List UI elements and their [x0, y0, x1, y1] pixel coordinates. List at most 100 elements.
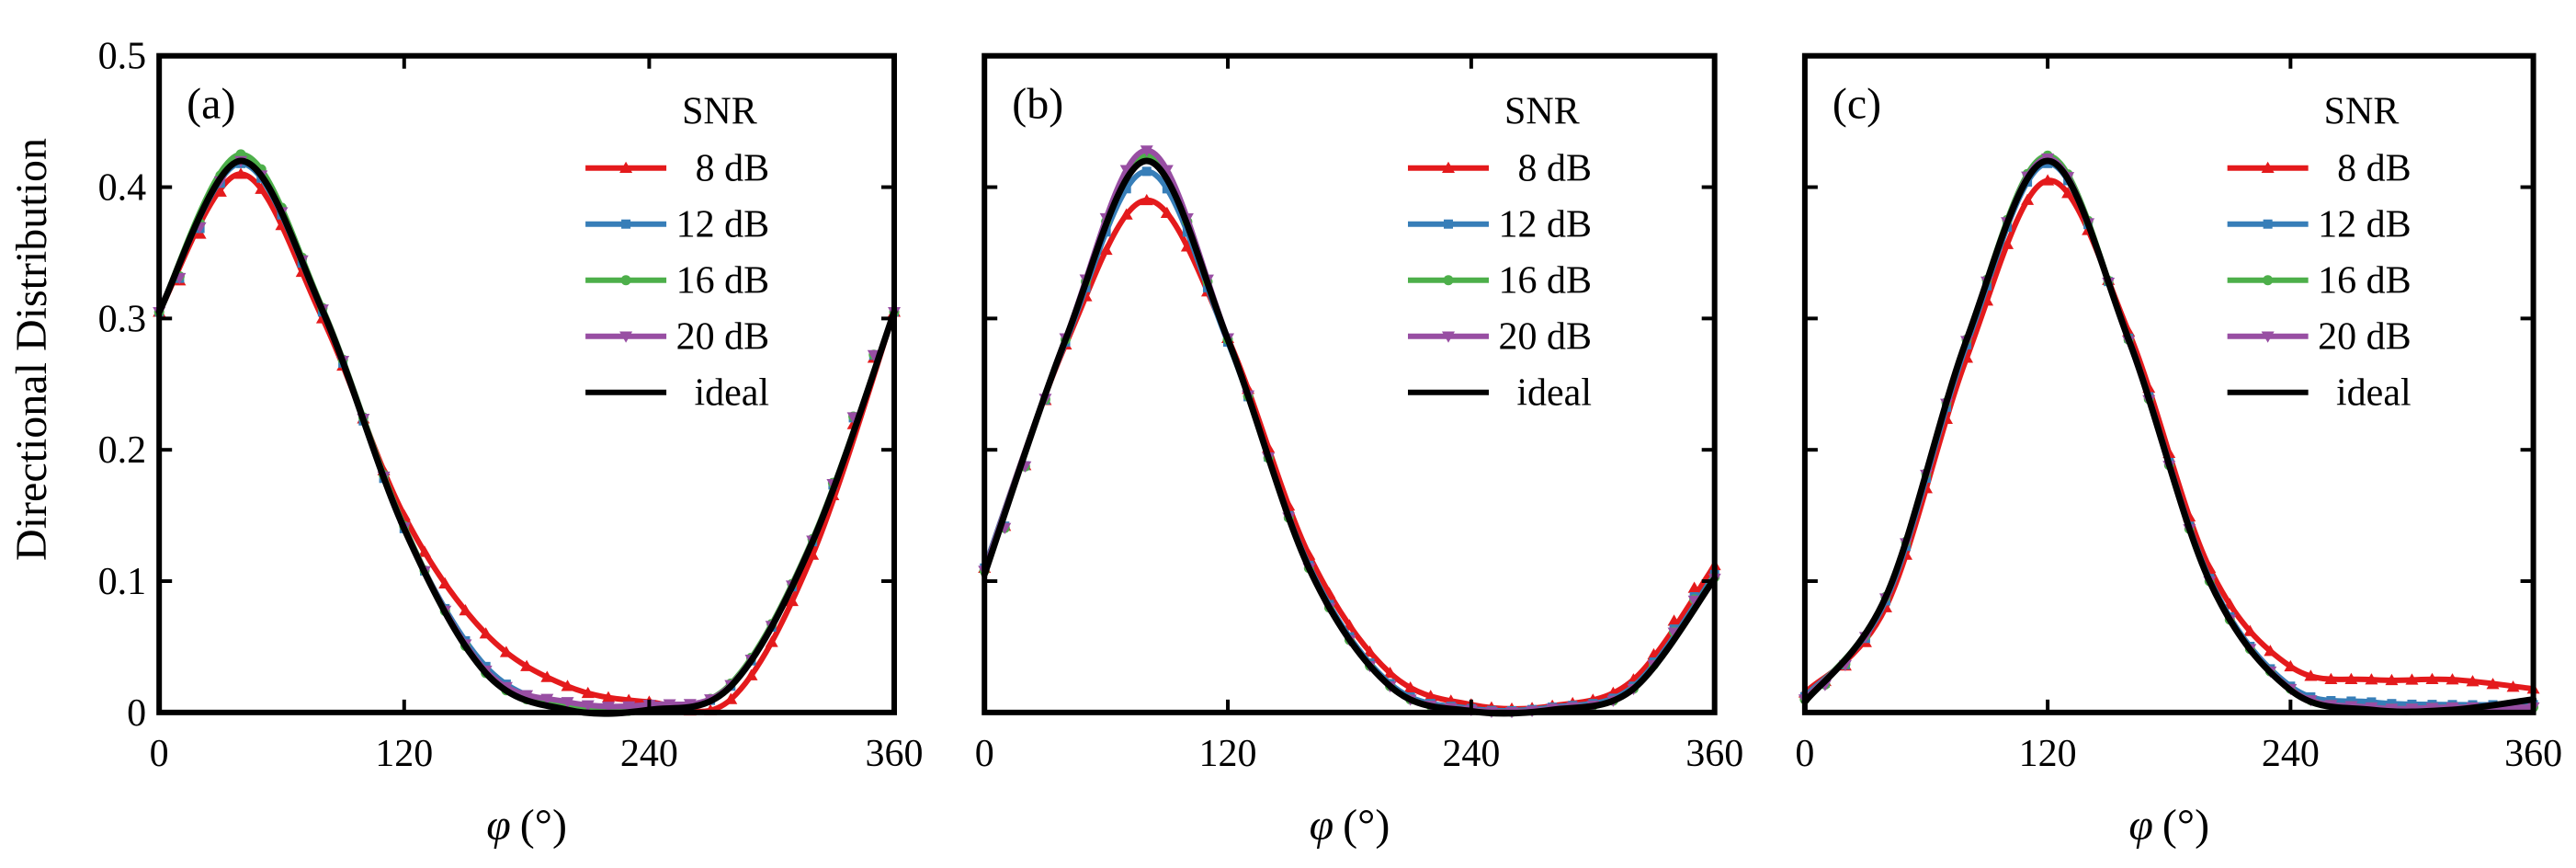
- data-point: [499, 645, 513, 657]
- data-point: [1119, 208, 1133, 220]
- x-tick-label: 0: [975, 733, 994, 775]
- x-tick-label: 360: [866, 733, 924, 775]
- data-point: [1363, 645, 1377, 657]
- y-tick-label: 0: [127, 692, 146, 735]
- legend-label: 8 dB: [696, 148, 770, 190]
- data-point: [1140, 145, 1153, 157]
- series-20-dB: [1798, 153, 2540, 715]
- legend-label: 8 dB: [2337, 148, 2411, 190]
- data-point: [2243, 624, 2257, 636]
- y-tick-label: 0.1: [98, 561, 147, 603]
- x-tick-label: 240: [2262, 733, 2320, 775]
- plot-frame: [1801, 52, 2536, 715]
- data-point: [520, 659, 534, 671]
- data-point: [744, 668, 758, 680]
- legend-title: SNR: [1504, 91, 1580, 133]
- legend-label: 8 dB: [1517, 148, 1592, 190]
- x-axis-unit: (°): [520, 801, 567, 850]
- data-point: [1160, 165, 1174, 177]
- x-axis-symbol: φ: [1310, 801, 1334, 850]
- data-point: [479, 627, 493, 639]
- data-point: [1140, 193, 1153, 206]
- legend-marker: [2261, 161, 2275, 173]
- data-point: [1667, 614, 1681, 626]
- data-point: [2304, 669, 2318, 681]
- series-line: [156, 171, 898, 714]
- data-point: [540, 693, 554, 705]
- series-line: [156, 157, 898, 710]
- data-point: [561, 697, 574, 709]
- data-point: [2405, 673, 2419, 685]
- legend-marker: [1442, 331, 1456, 343]
- data-point: [438, 577, 452, 588]
- legend-label: 12 dB: [676, 204, 770, 246]
- series-ideal: [981, 157, 1719, 717]
- panel-label: (b): [1012, 80, 1063, 129]
- data-point: [2366, 697, 2377, 707]
- legend-label: ideal: [2336, 372, 2411, 415]
- legend-label: 16 dB: [1498, 260, 1592, 303]
- legend-label: 20 dB: [676, 316, 770, 359]
- legend-marker: [2263, 219, 2273, 229]
- data-point: [601, 702, 615, 714]
- x-tick-label: 120: [1199, 733, 1257, 775]
- series-line: [1801, 155, 2536, 712]
- legend-marker: [1443, 275, 1454, 286]
- plot-frame: [982, 52, 1718, 715]
- legend-label: ideal: [694, 372, 769, 415]
- x-tick-label: 360: [1685, 733, 1743, 775]
- x-axis-symbol: φ: [2128, 801, 2153, 850]
- x-axis-symbol: φ: [486, 801, 511, 850]
- data-point: [2324, 672, 2338, 684]
- data-point: [1141, 166, 1152, 177]
- data-point: [234, 167, 248, 179]
- x-tick-label: 120: [2019, 733, 2077, 775]
- legend-label: 12 dB: [1498, 204, 1592, 246]
- data-point: [622, 701, 636, 714]
- data-point: [601, 691, 615, 702]
- legend: SNR 8 dB 12 dB 16 dB 20 dB ideal: [585, 91, 769, 415]
- data-point: [1099, 243, 1113, 256]
- legend-marker: [619, 331, 633, 343]
- legend: SNR 8 dB 12 dB 16 dB 20 dB ideal: [1408, 91, 1592, 415]
- legend-label: 16 dB: [676, 260, 770, 303]
- data-point: [2284, 659, 2298, 672]
- legend-marker: [620, 275, 631, 286]
- panel-label: (c): [1833, 80, 1881, 129]
- x-axis-unit: (°): [2162, 801, 2209, 850]
- series-8-dB: [1798, 174, 2540, 698]
- data-point: [2425, 672, 2439, 685]
- y-tick-label: 0.5: [98, 36, 147, 78]
- data-point: [663, 699, 676, 711]
- x-tick-label: 0: [150, 733, 169, 775]
- data-point: [1424, 690, 1437, 702]
- data-point: [2506, 680, 2520, 692]
- legend-marker: [621, 219, 631, 229]
- series-20-dB: [153, 155, 902, 714]
- data-point: [2264, 645, 2277, 657]
- data-point: [2385, 673, 2399, 686]
- data-point: [1160, 206, 1174, 218]
- series-line: [1801, 160, 2536, 708]
- data-point: [765, 635, 778, 647]
- data-point: [2001, 237, 2014, 249]
- data-point: [2445, 673, 2459, 685]
- data-point: [2466, 675, 2480, 687]
- x-axis-label: φ (°): [486, 801, 567, 850]
- legend-title: SNR: [2324, 91, 2400, 133]
- series-16-dB: [153, 149, 900, 717]
- legend: SNR 8 dB 12 dB 16 dB 20 dB ideal: [2227, 91, 2411, 415]
- series-line: [155, 157, 898, 717]
- series-12-dB: [154, 158, 900, 714]
- data-point: [2021, 193, 2035, 205]
- x-tick-label: 0: [1795, 733, 1814, 775]
- data-point: [1162, 184, 1172, 194]
- series-line: [1801, 177, 2536, 696]
- x-tick-label: 240: [1442, 733, 1500, 775]
- panel-label: (a): [187, 80, 235, 129]
- data-point: [1180, 240, 1194, 252]
- x-axis-label: φ (°): [1310, 801, 1390, 850]
- y-tick-label: 0.3: [98, 298, 147, 340]
- legend-marker: [1442, 161, 1456, 173]
